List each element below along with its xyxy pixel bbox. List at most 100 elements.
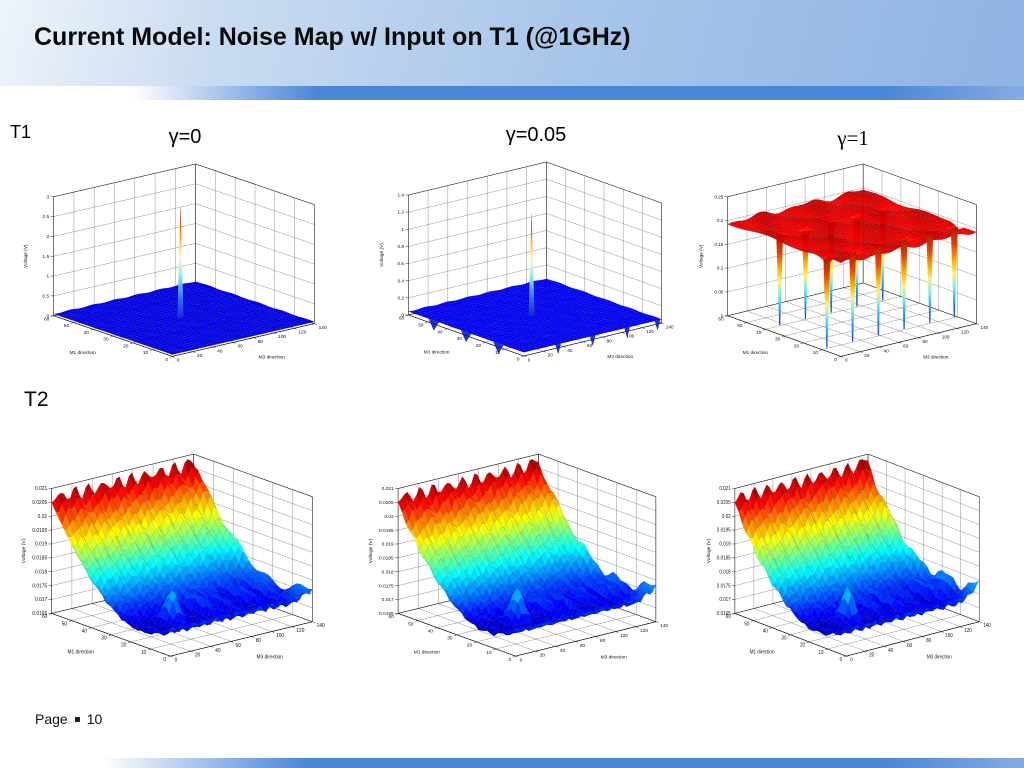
- svg-text:0.0175: 0.0175: [379, 583, 394, 589]
- row-label-t1: T1: [10, 122, 32, 142]
- svg-text:0.8: 0.8: [397, 244, 404, 250]
- svg-text:120: 120: [646, 329, 654, 335]
- surface-plot-t1-gamma0: 020406080100120140010203040506000.511.52…: [23, 163, 327, 364]
- surface-plot-t2-gamma0: 02040608010012014001020304050600.01650.0…: [21, 453, 325, 664]
- svg-text:0: 0: [509, 657, 512, 663]
- svg-text:20: 20: [476, 343, 482, 349]
- svg-text:80: 80: [600, 638, 606, 644]
- svg-text:20: 20: [869, 653, 874, 659]
- svg-text:0.02: 0.02: [722, 514, 731, 520]
- svg-text:M3 direction: M3 direction: [259, 355, 286, 361]
- svg-text:0.4: 0.4: [397, 278, 404, 284]
- svg-text:40: 40: [884, 348, 890, 353]
- surface-plot-t2-gamma1: 02040608010012014001020304050600.01650.0…: [706, 453, 991, 664]
- svg-text:20: 20: [548, 353, 554, 359]
- svg-text:0.018: 0.018: [35, 569, 47, 575]
- svg-text:30: 30: [101, 635, 107, 641]
- svg-text:100: 100: [626, 334, 634, 340]
- svg-text:1: 1: [46, 274, 49, 280]
- svg-text:100: 100: [278, 334, 286, 340]
- svg-text:Voltage (V): Voltage (V): [21, 538, 27, 563]
- svg-text:2.5: 2.5: [42, 214, 49, 220]
- bottom-bar: [0, 758, 1024, 768]
- svg-text:80: 80: [926, 638, 931, 644]
- footer-page-number: 10: [86, 711, 103, 727]
- svg-text:60: 60: [587, 343, 593, 349]
- svg-text:M1 direction: M1 direction: [424, 349, 450, 355]
- svg-text:50: 50: [64, 323, 70, 329]
- svg-text:0: 0: [177, 358, 180, 364]
- row-label-t2: T2: [24, 388, 49, 411]
- svg-text:140: 140: [660, 623, 668, 629]
- svg-text:60: 60: [718, 316, 724, 321]
- svg-text:10: 10: [486, 650, 492, 656]
- svg-text:0: 0: [401, 313, 404, 319]
- svg-text:0.018: 0.018: [382, 569, 394, 575]
- svg-text:80: 80: [256, 638, 262, 644]
- svg-text:0.15: 0.15: [714, 242, 723, 247]
- svg-text:140: 140: [319, 325, 327, 331]
- plot-title-gamma005: γ=0.05: [505, 124, 567, 146]
- svg-text:50: 50: [737, 323, 743, 328]
- svg-text:140: 140: [317, 623, 325, 629]
- surface-plot-t1-gamma005: 020406080100120140010203040506000.20.40.…: [379, 161, 674, 363]
- svg-text:50: 50: [408, 621, 414, 627]
- svg-text:M1 direction: M1 direction: [750, 649, 775, 655]
- svg-text:Voltage (V): Voltage (V): [379, 243, 385, 267]
- svg-text:0.0195: 0.0195: [32, 528, 47, 534]
- svg-text:0.019: 0.019: [719, 541, 731, 547]
- slide-header: Current Model: Noise Map w/ Input on T1 …: [0, 0, 1024, 86]
- plot-title-gamma1: γ=1: [837, 126, 869, 150]
- svg-text:M1 direction: M1 direction: [743, 350, 769, 355]
- svg-text:20: 20: [197, 353, 203, 359]
- svg-text:30: 30: [457, 336, 463, 342]
- svg-text:0.02: 0.02: [38, 514, 48, 520]
- svg-text:0.017: 0.017: [35, 597, 47, 603]
- svg-text:30: 30: [103, 337, 109, 343]
- footer-label: Page: [35, 711, 68, 727]
- svg-text:50: 50: [62, 621, 68, 627]
- svg-text:Voltage (V): Voltage (V): [706, 538, 712, 563]
- svg-text:1.5: 1.5: [42, 254, 49, 260]
- svg-text:Voltage (V): Voltage (V): [23, 244, 29, 268]
- svg-text:60: 60: [389, 614, 395, 620]
- svg-text:0.021: 0.021: [35, 486, 47, 492]
- svg-text:0.0195: 0.0195: [717, 528, 731, 534]
- svg-text:20: 20: [794, 343, 800, 348]
- svg-text:M1 direction: M1 direction: [67, 649, 94, 655]
- surface-plot-t2-gamma005: 02040608010012014001020304050600.01650.0…: [368, 453, 668, 664]
- svg-text:0.0165: 0.0165: [717, 611, 731, 617]
- svg-text:0.019: 0.019: [382, 542, 394, 548]
- svg-text:80: 80: [258, 339, 264, 345]
- svg-text:60: 60: [903, 344, 909, 349]
- svg-text:0: 0: [845, 358, 848, 363]
- svg-text:10: 10: [143, 350, 149, 356]
- svg-text:0.0175: 0.0175: [32, 583, 47, 589]
- svg-text:0.5: 0.5: [42, 294, 49, 300]
- svg-text:100: 100: [276, 633, 284, 639]
- svg-text:0.021: 0.021: [719, 486, 731, 492]
- svg-text:0.6: 0.6: [397, 261, 404, 267]
- svg-text:M3 direction: M3 direction: [927, 654, 952, 660]
- svg-text:Voltage (V): Voltage (V): [368, 538, 374, 563]
- svg-text:40: 40: [217, 348, 223, 354]
- svg-text:20: 20: [195, 653, 201, 659]
- svg-text:0.0185: 0.0185: [717, 555, 731, 561]
- svg-text:40: 40: [84, 330, 90, 336]
- svg-text:0: 0: [721, 313, 724, 318]
- svg-text:0.02: 0.02: [384, 514, 394, 520]
- svg-text:80: 80: [607, 338, 613, 344]
- svg-text:140: 140: [983, 623, 991, 629]
- svg-text:0.0165: 0.0165: [32, 611, 47, 617]
- svg-text:20: 20: [123, 343, 129, 349]
- svg-text:10: 10: [495, 350, 501, 356]
- svg-text:120: 120: [961, 330, 969, 335]
- svg-text:0.018: 0.018: [719, 569, 731, 575]
- svg-text:60: 60: [44, 316, 50, 322]
- svg-text:0.0205: 0.0205: [717, 500, 731, 506]
- svg-text:30: 30: [447, 635, 453, 641]
- plot-t1-gamma0: γ=0 0 20 40 60 80 100 120 140 0 10 20 30 40 50 60 0 0.5 1…: [10, 126, 360, 402]
- svg-text:0.2: 0.2: [397, 295, 404, 301]
- svg-text:10: 10: [813, 350, 819, 355]
